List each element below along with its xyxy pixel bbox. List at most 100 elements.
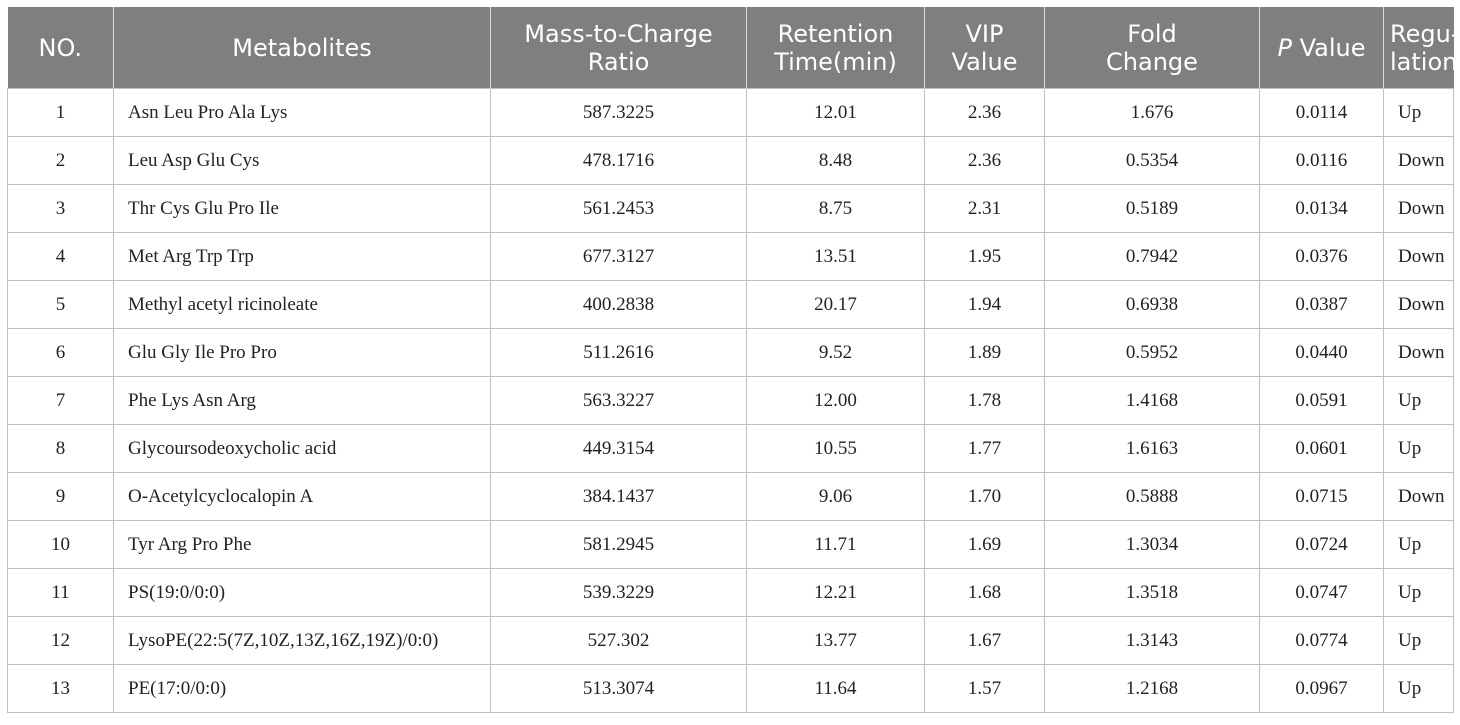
- cell-no: 5: [7, 280, 114, 329]
- cell-p-value: 0.0376: [1259, 232, 1384, 281]
- cell-fold-change: 0.5354: [1044, 136, 1260, 185]
- cell-metabolite: PS(19:0/0:0): [113, 568, 491, 617]
- cell-metabolite: Met Arg Trp Trp: [113, 232, 491, 281]
- cell-regulation: Up: [1383, 88, 1454, 137]
- table-row: 9 O-Acetylcyclocalopin A 384.1437 9.06 1.70 0…: [7, 472, 1454, 521]
- cell-p-value: 0.0967: [1259, 664, 1384, 713]
- header-retention-line1: Retention: [777, 19, 894, 48]
- metabolites-table-container: NO. Metabolites Mass-to-Charge Ratio Ret…: [7, 7, 1460, 713]
- header-no-line1: NO.: [38, 33, 83, 62]
- cell-p-value: 0.0134: [1259, 184, 1384, 233]
- header-p-rest: Value: [1291, 33, 1366, 62]
- header-fold-change: Fold Change: [1044, 7, 1260, 89]
- table-row: 13 PE(17:0/0:0) 513.3074 11.64 1.57 1.2168 0.0…: [7, 664, 1454, 713]
- cell-metabolite: PE(17:0/0:0): [113, 664, 491, 713]
- cell-regulation: Down: [1383, 280, 1454, 329]
- metabolites-table: NO. Metabolites Mass-to-Charge Ratio Ret…: [7, 7, 1460, 713]
- cell-vip-value: 1.77: [924, 424, 1045, 473]
- header-no: NO.: [7, 7, 114, 89]
- cell-regulation: Up: [1383, 424, 1454, 473]
- cell-mass-to-charge: 400.2838: [490, 280, 747, 329]
- cell-fold-change: 0.7942: [1044, 232, 1260, 281]
- table-row: 10 Tyr Arg Pro Phe 581.2945 11.71 1.69 1.3034…: [7, 520, 1454, 569]
- cell-vip-value: 1.78: [924, 376, 1045, 425]
- cell-p-value: 0.0724: [1259, 520, 1384, 569]
- cell-no: 13: [7, 664, 114, 713]
- cell-no: 1: [7, 88, 114, 137]
- cell-fold-change: 1.3143: [1044, 616, 1260, 665]
- cell-retention-time: 9.52: [746, 328, 925, 377]
- cell-regulation: Down: [1383, 184, 1454, 233]
- cell-metabolite: Leu Asp Glu Cys: [113, 136, 491, 185]
- cell-mass-to-charge: 563.3227: [490, 376, 747, 425]
- cell-mass-to-charge: 449.3154: [490, 424, 747, 473]
- cell-regulation: Down: [1383, 232, 1454, 281]
- cell-vip-value: 1.57: [924, 664, 1045, 713]
- header-regulation-line1: Regu-: [1390, 19, 1460, 48]
- header-vip-value: VIP Value: [924, 7, 1045, 89]
- cell-fold-change: 1.2168: [1044, 664, 1260, 713]
- cell-retention-time: 12.00: [746, 376, 925, 425]
- cell-fold-change: 0.5952: [1044, 328, 1260, 377]
- cell-regulation: Down: [1383, 472, 1454, 521]
- header-mass-line1: Mass-to-Charge: [524, 19, 713, 48]
- cell-vip-value: 2.36: [924, 88, 1045, 137]
- cell-fold-change: 0.5189: [1044, 184, 1260, 233]
- header-row: NO. Metabolites Mass-to-Charge Ratio Ret…: [7, 7, 1460, 89]
- cell-vip-value: 1.89: [924, 328, 1045, 377]
- cell-regulation: Up: [1383, 664, 1454, 713]
- cell-regulation: Up: [1383, 376, 1454, 425]
- cell-metabolite: Glu Gly Ile Pro Pro: [113, 328, 491, 377]
- header-mass-line2: Ratio: [587, 47, 650, 76]
- header-p-value: P Value: [1259, 7, 1384, 89]
- cell-fold-change: 1.3518: [1044, 568, 1260, 617]
- cell-vip-value: 2.36: [924, 136, 1045, 185]
- cell-vip-value: 1.68: [924, 568, 1045, 617]
- header-regulation: Regu- lation: [1383, 7, 1460, 89]
- header-fold-line1: Fold: [1127, 19, 1177, 48]
- cell-no: 7: [7, 376, 114, 425]
- cell-metabolite: Tyr Arg Pro Phe: [113, 520, 491, 569]
- cell-regulation: Up: [1383, 520, 1454, 569]
- cell-retention-time: 9.06: [746, 472, 925, 521]
- cell-metabolite: Phe Lys Asn Arg: [113, 376, 491, 425]
- cell-mass-to-charge: 511.2616: [490, 328, 747, 377]
- cell-no: 12: [7, 616, 114, 665]
- cell-p-value: 0.0715: [1259, 472, 1384, 521]
- cell-vip-value: 1.95: [924, 232, 1045, 281]
- table-row: 6 Glu Gly Ile Pro Pro 511.2616 9.52 1.89 0.59…: [7, 328, 1454, 377]
- cell-vip-value: 2.31: [924, 184, 1045, 233]
- cell-regulation: Down: [1383, 136, 1454, 185]
- cell-metabolite: O-Acetylcyclocalopin A: [113, 472, 491, 521]
- cell-retention-time: 10.55: [746, 424, 925, 473]
- cell-retention-time: 12.01: [746, 88, 925, 137]
- header-mass-to-charge: Mass-to-Charge Ratio: [490, 7, 747, 89]
- cell-retention-time: 11.71: [746, 520, 925, 569]
- cell-fold-change: 1.4168: [1044, 376, 1260, 425]
- cell-fold-change: 1.6163: [1044, 424, 1260, 473]
- cell-no: 10: [7, 520, 114, 569]
- cell-vip-value: 1.69: [924, 520, 1045, 569]
- cell-retention-time: 13.77: [746, 616, 925, 665]
- cell-p-value: 0.0774: [1259, 616, 1384, 665]
- header-regulation-line2: lation: [1390, 47, 1458, 76]
- cell-vip-value: 1.70: [924, 472, 1045, 521]
- cell-fold-change: 0.6938: [1044, 280, 1260, 329]
- cell-regulation: Up: [1383, 616, 1454, 665]
- header-vip-line2: Value: [951, 47, 1018, 76]
- cell-mass-to-charge: 478.1716: [490, 136, 747, 185]
- cell-vip-value: 1.67: [924, 616, 1045, 665]
- cell-mass-to-charge: 513.3074: [490, 664, 747, 713]
- cell-regulation: Down: [1383, 328, 1454, 377]
- cell-retention-time: 8.75: [746, 184, 925, 233]
- cell-mass-to-charge: 539.3229: [490, 568, 747, 617]
- cell-p-value: 0.0747: [1259, 568, 1384, 617]
- table-row: 8 Glycoursodeoxycholic acid 449.3154 10.55 1…: [7, 424, 1454, 473]
- header-metabolites-line1: Metabolites: [232, 33, 372, 62]
- cell-fold-change: 0.5888: [1044, 472, 1260, 521]
- header-retention-line2: Time(min): [774, 47, 897, 76]
- cell-p-value: 0.0387: [1259, 280, 1384, 329]
- cell-fold-change: 1.676: [1044, 88, 1260, 137]
- cell-p-value: 0.0114: [1259, 88, 1384, 137]
- cell-retention-time: 11.64: [746, 664, 925, 713]
